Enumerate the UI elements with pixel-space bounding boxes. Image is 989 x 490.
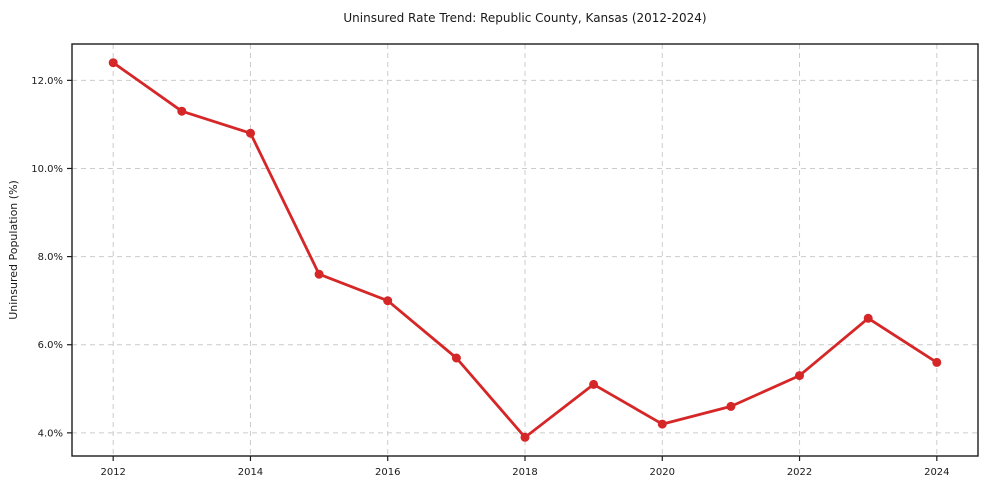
data-point-marker bbox=[520, 432, 530, 442]
x-tick-label: 2014 bbox=[238, 467, 263, 478]
data-point-marker bbox=[246, 128, 255, 138]
data-point-marker bbox=[451, 353, 461, 363]
data-point-marker bbox=[383, 296, 393, 306]
y-axis-label: Uninsured Population (%) bbox=[7, 180, 20, 320]
chart-title: Uninsured Rate Trend: Republic County, K… bbox=[343, 11, 706, 25]
x-tick-label: 2018 bbox=[512, 467, 537, 478]
axes-box bbox=[71, 43, 979, 457]
data-point-marker bbox=[108, 58, 118, 68]
y-tick-label: 4.0% bbox=[38, 428, 63, 439]
y-tick-label: 6.0% bbox=[38, 340, 63, 351]
data-point-marker bbox=[177, 106, 187, 116]
plot-area: 4.0% 6.0% 8.0% 10.0% 12.0% 2012 2014 2016 2018 20… bbox=[31, 43, 979, 478]
data-point-marker bbox=[795, 371, 804, 381]
data-point-marker bbox=[589, 379, 599, 389]
data-point-marker bbox=[932, 357, 942, 367]
y-tick-label: 12.0% bbox=[31, 76, 63, 87]
data-point-marker bbox=[657, 419, 667, 429]
data-point-marker bbox=[726, 401, 736, 411]
x-tick-label: 2020 bbox=[650, 467, 675, 478]
x-tick-label: 2024 bbox=[924, 467, 949, 478]
y-tick-label: 8.0% bbox=[38, 252, 63, 263]
y-tick-label: 10.0% bbox=[31, 164, 63, 175]
x-tick-label: 2012 bbox=[100, 467, 125, 478]
data-point-marker bbox=[863, 313, 873, 323]
x-tick-label: 2022 bbox=[787, 467, 812, 478]
data-point-marker bbox=[314, 269, 324, 279]
x-tick-label: 2016 bbox=[375, 467, 400, 478]
